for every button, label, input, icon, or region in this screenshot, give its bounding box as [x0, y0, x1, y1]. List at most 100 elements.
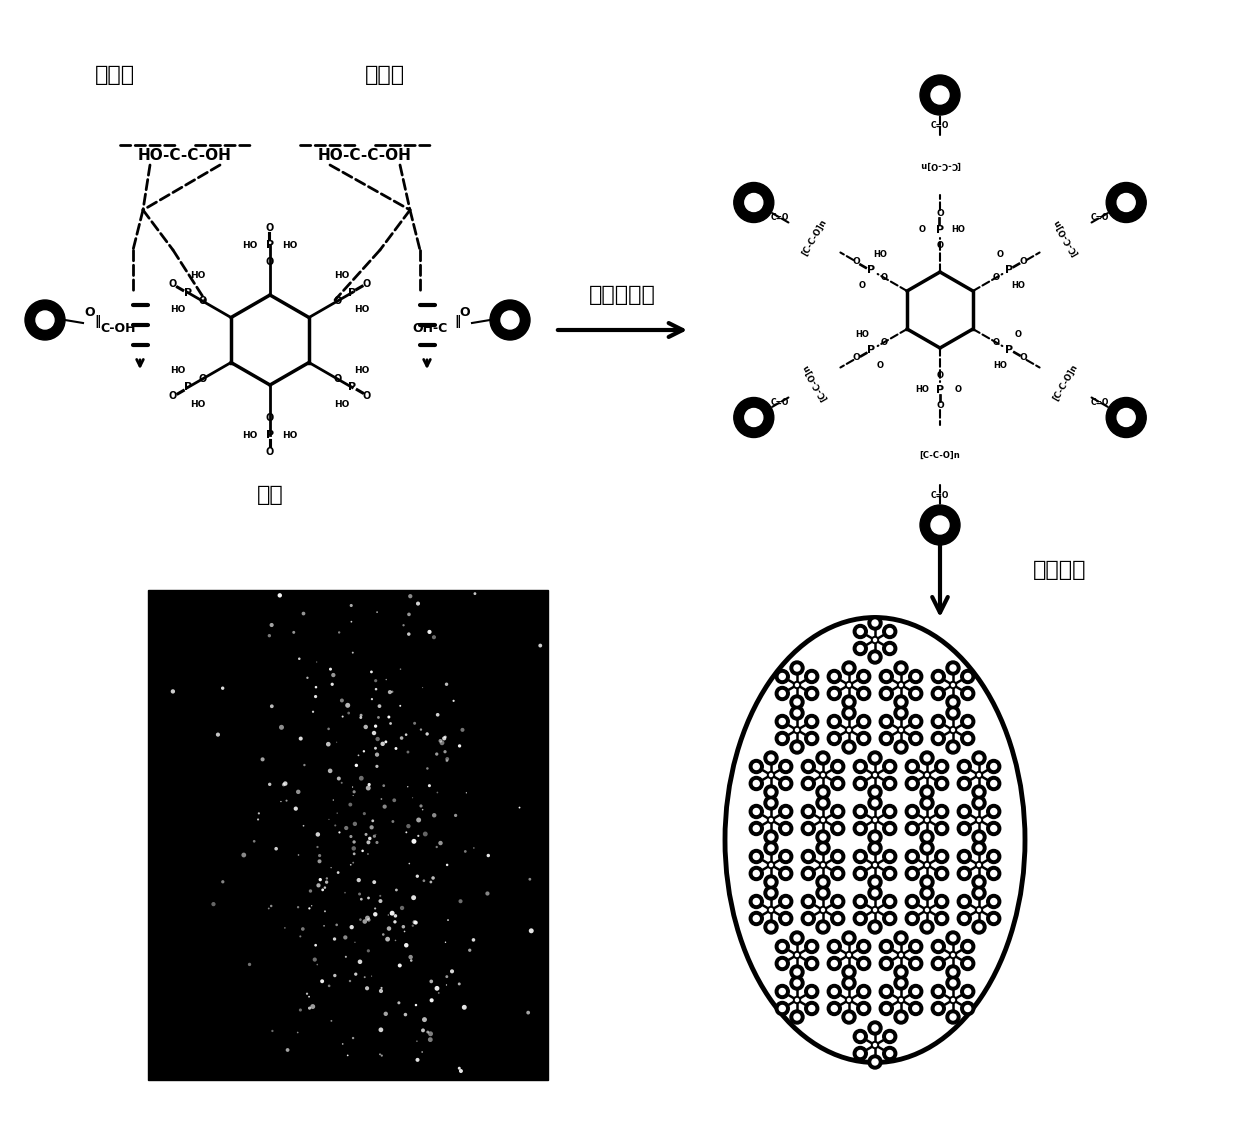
Circle shape: [794, 700, 800, 705]
Circle shape: [835, 825, 841, 832]
Circle shape: [909, 780, 916, 787]
Circle shape: [939, 916, 944, 921]
Circle shape: [932, 984, 945, 999]
Circle shape: [857, 853, 864, 860]
Circle shape: [359, 714, 363, 716]
Circle shape: [768, 924, 774, 930]
Circle shape: [965, 944, 970, 949]
Circle shape: [900, 729, 902, 732]
Circle shape: [444, 735, 447, 739]
Text: P: P: [935, 385, 944, 395]
Circle shape: [776, 956, 789, 971]
Circle shape: [973, 876, 986, 889]
Circle shape: [872, 789, 878, 795]
Text: C=O: C=O: [1092, 398, 1109, 407]
Circle shape: [976, 789, 983, 795]
Circle shape: [821, 863, 824, 867]
Circle shape: [472, 938, 476, 942]
Circle shape: [950, 700, 957, 705]
Circle shape: [846, 744, 852, 750]
Circle shape: [926, 773, 928, 777]
Circle shape: [486, 891, 489, 896]
Circle shape: [869, 650, 882, 664]
Circle shape: [947, 1010, 960, 1023]
Circle shape: [934, 777, 949, 790]
Circle shape: [809, 735, 815, 741]
Circle shape: [435, 752, 439, 756]
Circle shape: [872, 1025, 878, 1031]
Circle shape: [843, 932, 856, 945]
Text: O: O: [880, 274, 887, 282]
Circle shape: [906, 777, 919, 790]
Circle shape: [779, 850, 793, 863]
Circle shape: [809, 961, 815, 966]
Circle shape: [887, 871, 893, 877]
Circle shape: [900, 999, 902, 1001]
Circle shape: [921, 830, 934, 844]
Circle shape: [857, 1034, 864, 1039]
Circle shape: [390, 910, 394, 916]
Circle shape: [857, 871, 864, 877]
Circle shape: [958, 822, 971, 835]
Text: P: P: [348, 287, 357, 297]
Circle shape: [783, 808, 789, 815]
Circle shape: [809, 1006, 815, 1011]
Text: HO: HO: [1011, 281, 1025, 290]
Circle shape: [764, 841, 778, 855]
Circle shape: [353, 822, 357, 826]
Circle shape: [325, 880, 328, 883]
Circle shape: [767, 816, 774, 824]
Circle shape: [882, 777, 897, 790]
Circle shape: [965, 989, 970, 994]
Circle shape: [932, 939, 945, 954]
Text: P: P: [266, 240, 274, 250]
Circle shape: [804, 686, 819, 701]
Circle shape: [733, 398, 774, 437]
Circle shape: [779, 867, 793, 880]
Circle shape: [768, 789, 774, 795]
Circle shape: [830, 777, 845, 790]
Circle shape: [817, 796, 830, 810]
Circle shape: [422, 832, 427, 836]
Circle shape: [835, 853, 841, 860]
Circle shape: [779, 822, 793, 835]
Circle shape: [854, 777, 867, 790]
Circle shape: [854, 867, 867, 880]
Circle shape: [285, 799, 287, 802]
Circle shape: [802, 911, 815, 926]
Circle shape: [883, 735, 890, 741]
Circle shape: [835, 871, 841, 877]
Circle shape: [960, 669, 975, 684]
Circle shape: [377, 716, 380, 719]
Circle shape: [282, 782, 285, 787]
Circle shape: [986, 822, 1001, 835]
Circle shape: [388, 915, 389, 916]
Circle shape: [973, 796, 986, 810]
Circle shape: [268, 634, 271, 638]
Circle shape: [817, 841, 830, 855]
Circle shape: [991, 780, 996, 787]
Circle shape: [352, 841, 356, 844]
Circle shape: [331, 673, 336, 677]
Circle shape: [426, 1030, 429, 1034]
Circle shape: [1106, 183, 1146, 222]
Circle shape: [986, 867, 1001, 880]
Circle shape: [805, 763, 812, 769]
Text: [C-C-O]n: [C-C-O]n: [800, 217, 829, 258]
Text: O: O: [169, 391, 177, 401]
Circle shape: [794, 935, 800, 941]
Circle shape: [783, 763, 789, 769]
Circle shape: [377, 611, 378, 613]
Circle shape: [342, 715, 343, 717]
Circle shape: [426, 767, 429, 770]
Circle shape: [404, 1012, 408, 1017]
Circle shape: [830, 805, 845, 818]
Circle shape: [315, 944, 317, 946]
Circle shape: [960, 732, 975, 745]
Circle shape: [341, 781, 343, 784]
Circle shape: [242, 853, 247, 858]
Circle shape: [351, 621, 352, 622]
Circle shape: [887, 1050, 893, 1056]
Circle shape: [845, 997, 852, 1003]
Circle shape: [975, 862, 983, 869]
